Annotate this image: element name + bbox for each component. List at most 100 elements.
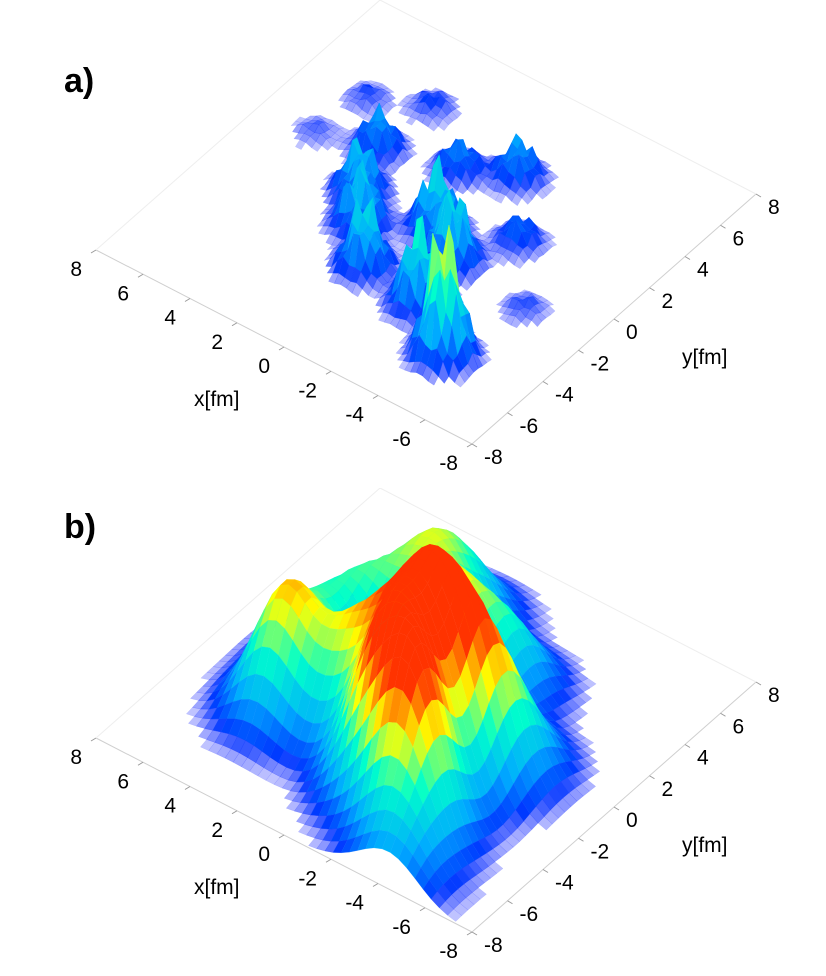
surface-patch: [406, 148, 418, 157]
surface-patch: [409, 110, 421, 120]
surface-patch: [498, 313, 510, 323]
surface-patch: [187, 716, 203, 727]
surface-patch: [531, 313, 543, 328]
y-tick-label: -4: [555, 384, 574, 407]
surface-patch: [577, 691, 593, 703]
surface-patch: [430, 890, 446, 909]
surface-patch: [467, 182, 478, 195]
y-tick-label: 8: [768, 684, 780, 707]
surface-patch: [544, 809, 559, 825]
y-tick-labels: 86 42 0 -2 -4 -6 -8: [471, 681, 780, 957]
surface-patch: [540, 185, 552, 197]
surface-patch: [389, 317, 401, 328]
surface-patch: [334, 272, 345, 285]
surface-patch: [386, 100, 398, 109]
surface-patch: [580, 779, 597, 792]
surface-patch: [481, 352, 492, 363]
surface-patch: [505, 188, 517, 202]
surface-patch: [504, 834, 520, 848]
surface-patch: [321, 138, 333, 151]
surface-patch: [499, 183, 511, 196]
surface-patch: [454, 372, 466, 388]
x-tick-label: 0: [258, 355, 270, 378]
surface-patch: [398, 148, 409, 165]
y-tick-mark: [613, 318, 620, 323]
surface-patch: [345, 100, 357, 113]
x-tick-mark: [90, 249, 97, 254]
surface-patch: [530, 175, 542, 194]
y-tick-label: 4: [697, 259, 709, 282]
x-tick-mark: [231, 810, 238, 815]
surface-patch: [491, 251, 503, 263]
y-tick-label: -4: [555, 872, 574, 895]
surface-patch: [460, 276, 472, 291]
x-tick-label: 0: [258, 843, 270, 866]
surface-patch: [391, 202, 403, 212]
x-tick-mark: [137, 761, 144, 766]
surface: [185, 527, 601, 922]
surface-patch: [461, 168, 473, 191]
surface-patch: [356, 271, 368, 290]
surface-patch: [334, 128, 346, 138]
surface-patch: [297, 824, 314, 836]
surface-patch: [382, 102, 393, 113]
surface-patch: [390, 195, 402, 204]
surface-patch: [232, 752, 248, 767]
surface-patch: [465, 267, 477, 287]
surface-patch: [309, 132, 321, 142]
x-tick-mark: [466, 443, 473, 448]
surface-patch: [325, 234, 337, 246]
surface-patch: [497, 254, 509, 267]
surface-patch: [325, 137, 337, 147]
surface-patch: [320, 132, 332, 140]
surface-patch: [528, 250, 540, 264]
x-tick-mark: [325, 370, 332, 375]
surface-patch: [487, 258, 499, 268]
surface-patch: [426, 109, 438, 120]
y-tick-label: 2: [662, 290, 674, 313]
surface-patch: [389, 161, 401, 174]
x-axis-label: x[fm]: [194, 388, 240, 411]
surface-patch: [495, 192, 506, 204]
x-tick-mark: [231, 322, 238, 327]
surface-patch: [450, 175, 462, 191]
surface-patch: [536, 603, 552, 614]
surface-patch: [451, 108, 463, 119]
surface-patch: [541, 241, 553, 251]
surface-patch: [305, 136, 317, 149]
surface-patch: [544, 305, 556, 316]
x-tick-mark: [419, 907, 426, 912]
surface-patch: [475, 870, 492, 884]
surface-patch: [518, 248, 530, 264]
surface-patch: [445, 894, 461, 910]
surface-patch: [515, 185, 527, 199]
surface-patch: [401, 95, 413, 104]
surface-patch: [339, 149, 351, 158]
surface-patch: [345, 281, 357, 294]
y-tick-mark: [649, 775, 655, 780]
panel-a: a) 8 6 4 2 0 -2 -4 -6 -8 8 6 4 2 0 -2 -4 -6 -8 x[fm] y[fm]: [64, 0, 780, 475]
x-tick-label: -4: [345, 404, 364, 427]
surface-patch: [453, 902, 469, 916]
surface-patch: [257, 767, 273, 781]
surface-patch: [477, 180, 489, 194]
surface-patch: [401, 319, 413, 334]
surface-patch: [339, 127, 351, 134]
surface-patch: [510, 315, 522, 329]
y-tick-mark: [542, 869, 549, 873]
surface-patch: [544, 232, 556, 240]
surface-patch: [405, 116, 417, 126]
x-tick-mark: [278, 834, 285, 839]
y-tick-mark: [613, 806, 620, 811]
surface-patch: [511, 192, 523, 207]
y-tick-label: -8: [484, 446, 503, 469]
surface-patch: [328, 125, 340, 134]
y-tick-mark: [755, 193, 762, 198]
surface-patch: [415, 113, 427, 124]
x-tick-mark: [466, 931, 473, 936]
surface-patch: [393, 154, 405, 168]
surface-patch: [562, 792, 578, 807]
surface-patch: [508, 251, 519, 266]
surface-patch: [556, 797, 572, 813]
y-tick-label: -2: [591, 840, 610, 863]
